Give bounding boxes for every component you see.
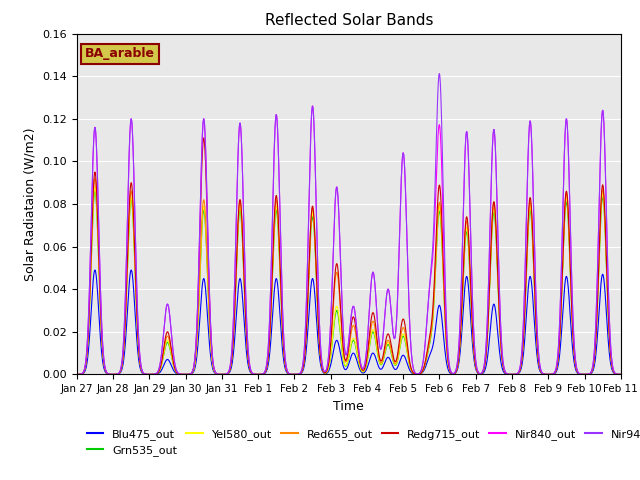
Nir840_out: [617, 372, 625, 377]
Nir945_out: [402, 194, 410, 200]
Yel580_out: [91, 184, 99, 190]
Grn535_out: [402, 342, 410, 348]
Nir840_out: [565, 180, 573, 185]
Blu475_out: [73, 372, 81, 377]
Nir945_out: [189, 366, 197, 372]
Redg715_out: [412, 371, 419, 377]
X-axis label: Time: Time: [333, 400, 364, 413]
Nir945_out: [617, 372, 625, 377]
Title: Reflected Solar Bands: Reflected Solar Bands: [264, 13, 433, 28]
Nir945_out: [435, 71, 443, 76]
Yel580_out: [617, 372, 625, 377]
Nir840_out: [189, 366, 197, 372]
Yel580_out: [73, 372, 81, 377]
Grn535_out: [617, 372, 625, 377]
Yel580_out: [190, 367, 198, 372]
Yel580_out: [225, 369, 233, 375]
Red655_out: [91, 176, 99, 181]
Nir840_out: [402, 199, 410, 204]
Redg715_out: [566, 238, 573, 244]
Redg715_out: [617, 372, 625, 377]
Line: Redg715_out: Redg715_out: [77, 138, 621, 374]
Redg715_out: [402, 330, 410, 336]
Nir945_out: [412, 370, 419, 376]
Red655_out: [617, 372, 625, 377]
Red655_out: [566, 240, 573, 245]
Blu475_out: [402, 357, 410, 363]
Blu475_out: [412, 372, 419, 377]
Line: Blu475_out: Blu475_out: [77, 270, 621, 374]
Nir840_out: [308, 103, 316, 109]
Grn535_out: [73, 372, 81, 377]
Line: Nir945_out: Nir945_out: [77, 73, 621, 374]
Grn535_out: [181, 372, 189, 377]
Yel580_out: [181, 372, 189, 377]
Nir840_out: [412, 370, 419, 376]
Nir840_out: [73, 372, 81, 377]
Nir945_out: [565, 180, 573, 185]
Yel580_out: [402, 341, 410, 347]
Yel580_out: [617, 372, 625, 377]
Red655_out: [402, 336, 410, 342]
Nir945_out: [225, 369, 232, 374]
Redg715_out: [73, 372, 81, 377]
Grn535_out: [225, 369, 233, 375]
Legend: Blu475_out, Grn535_out, Yel580_out, Red655_out, Redg715_out, Nir840_out, Nir945_: Blu475_out, Grn535_out, Yel580_out, Red6…: [83, 424, 640, 460]
Nir945_out: [73, 372, 81, 377]
Nir840_out: [617, 372, 625, 377]
Blu475_out: [566, 300, 573, 306]
Blu475_out: [617, 372, 625, 377]
Blu475_out: [190, 369, 198, 374]
Nir945_out: [617, 372, 625, 377]
Grn535_out: [566, 246, 573, 252]
Line: Grn535_out: Grn535_out: [77, 191, 621, 374]
Nir840_out: [225, 369, 232, 374]
Blu475_out: [91, 267, 99, 273]
Redg715_out: [189, 366, 197, 372]
Blu475_out: [181, 372, 189, 377]
Red655_out: [181, 372, 189, 377]
Red655_out: [190, 367, 198, 372]
Redg715_out: [225, 369, 233, 375]
Grn535_out: [617, 372, 625, 377]
Red655_out: [617, 372, 625, 377]
Y-axis label: Solar Radiataion (W/m2): Solar Radiataion (W/m2): [24, 127, 36, 281]
Red655_out: [225, 369, 233, 375]
Line: Red655_out: Red655_out: [77, 179, 621, 374]
Red655_out: [73, 372, 81, 377]
Grn535_out: [412, 372, 419, 377]
Redg715_out: [617, 372, 625, 377]
Blu475_out: [617, 372, 625, 377]
Line: Yel580_out: Yel580_out: [77, 187, 621, 374]
Text: BA_arable: BA_arable: [85, 48, 155, 60]
Grn535_out: [190, 367, 198, 372]
Yel580_out: [412, 372, 419, 377]
Line: Nir840_out: Nir840_out: [77, 106, 621, 374]
Red655_out: [412, 372, 419, 377]
Redg715_out: [146, 372, 154, 377]
Blu475_out: [225, 370, 233, 376]
Grn535_out: [91, 188, 99, 194]
Yel580_out: [566, 243, 573, 249]
Redg715_out: [200, 135, 207, 141]
